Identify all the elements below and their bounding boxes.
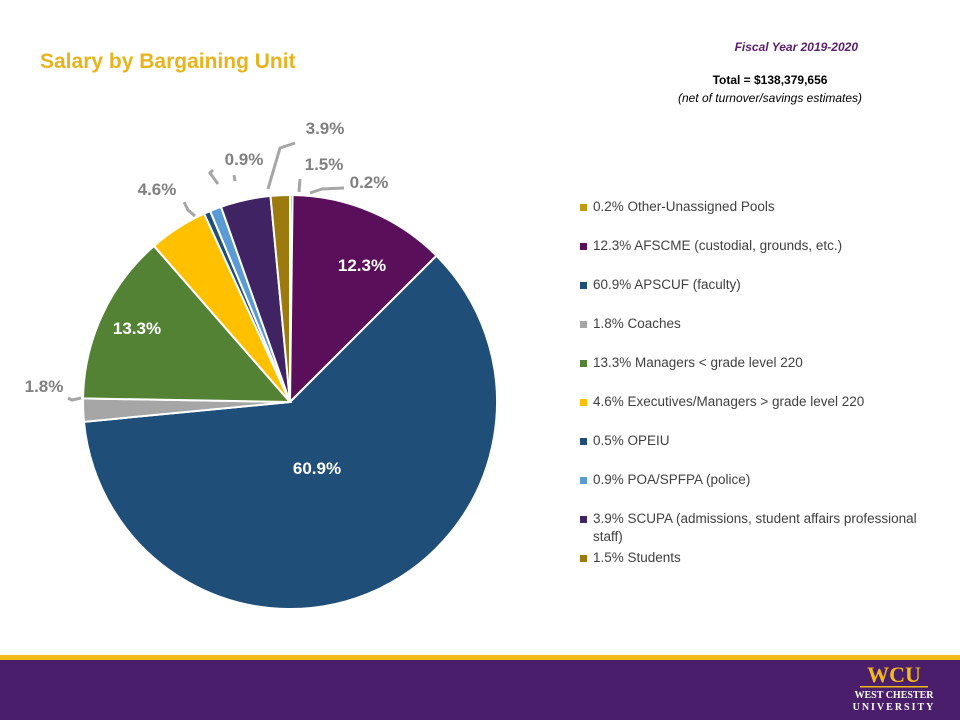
legend-label: 13.3% Managers < grade level 220 [593,355,803,370]
legend-swatch [580,477,587,484]
legend-swatch [580,555,587,562]
leader-line [309,186,345,195]
data-label: 0.9% [225,150,264,169]
net-note: (net of turnover/savings estimates) [677,91,863,105]
legend-item: 3.9% SCUPA (admissions, student affairs … [580,510,930,546]
legend-swatch [580,516,587,523]
svg-text:WCU: WCU [867,662,921,687]
svg-text:UNIVERSITY: UNIVERSITY [853,702,936,713]
legend-swatch [580,204,587,211]
legend-swatch [580,243,587,250]
legend-item: 1.5% Students [580,549,930,567]
legend-label: 4.6% Executives/Managers > grade level 2… [593,394,865,409]
legend-item: 13.3% Managers < grade level 220 [580,354,930,372]
footer-bar [0,660,960,720]
data-label: 1.8% [25,377,64,396]
leader-line [297,178,302,193]
leader-line [208,168,220,185]
leader-line [266,141,296,190]
legend-label: 1.5% Students [593,550,681,565]
legend-swatch [580,282,587,289]
legend-label: 1.8% Coaches [593,316,681,331]
legend-swatch [580,438,587,445]
legend-label: 0.2% Other-Unassigned Pools [593,199,775,214]
legend-label: 0.9% POA/SPFPA (police) [593,472,751,487]
legend-item: 0.2% Other-Unassigned Pools [580,198,930,216]
legend-item: 12.3% AFSCME (custodial, grounds, etc.) [580,237,930,255]
legend-label: 60.9% APSCUF (faculty) [593,277,741,292]
total-amount: Total = $138,379,656 [712,73,828,87]
data-label: 60.9% [293,459,341,478]
legend-item: 60.9% APSCUF (faculty) [580,276,930,294]
legend-label: 3.9% SCUPA (admissions, student affairs … [593,511,917,544]
pie-chart: 0.2% 12.3% 60.9% 1.8% 13.3% 4.6% 0.9% 3.9% 1.5% [25,119,498,610]
pie-slice [82,254,498,610]
leader-line [182,201,196,218]
data-label: 0.2% [350,173,389,192]
data-label: 3.9% [306,119,345,138]
legend-swatch [580,360,587,367]
legend-label: 0.5% OPEIU [593,433,670,448]
footer-stripe [0,655,960,660]
data-label: 4.6% [138,180,177,199]
legend-swatch [580,321,587,328]
svg-text:WEST CHESTER: WEST CHESTER [854,690,934,701]
leader-line [232,174,237,182]
data-label: 13.3% [113,319,161,338]
pie-slice [269,193,291,403]
legend-item: 0.9% POA/SPFPA (police) [580,471,930,489]
wcu-logo: WCU WEST CHESTER UNIVERSITY [853,662,936,713]
data-label: 1.5% [305,155,344,174]
fiscal-year-label: Fiscal Year 2019-2020 [734,40,858,54]
legend-item: 0.5% OPEIU [580,432,930,450]
chart-title: Salary by Bargaining Unit [40,50,296,73]
legend-swatch [580,399,587,406]
pie-slice [288,194,438,405]
leader-line [67,396,82,402]
pie-slice [82,244,293,404]
legend-item: 4.6% Executives/Managers > grade level 2… [580,393,930,411]
legend-label: 12.3% AFSCME (custodial, grounds, etc.) [593,238,843,253]
data-label: 12.3% [338,256,386,275]
legend-item: 1.8% Coaches [580,315,930,333]
